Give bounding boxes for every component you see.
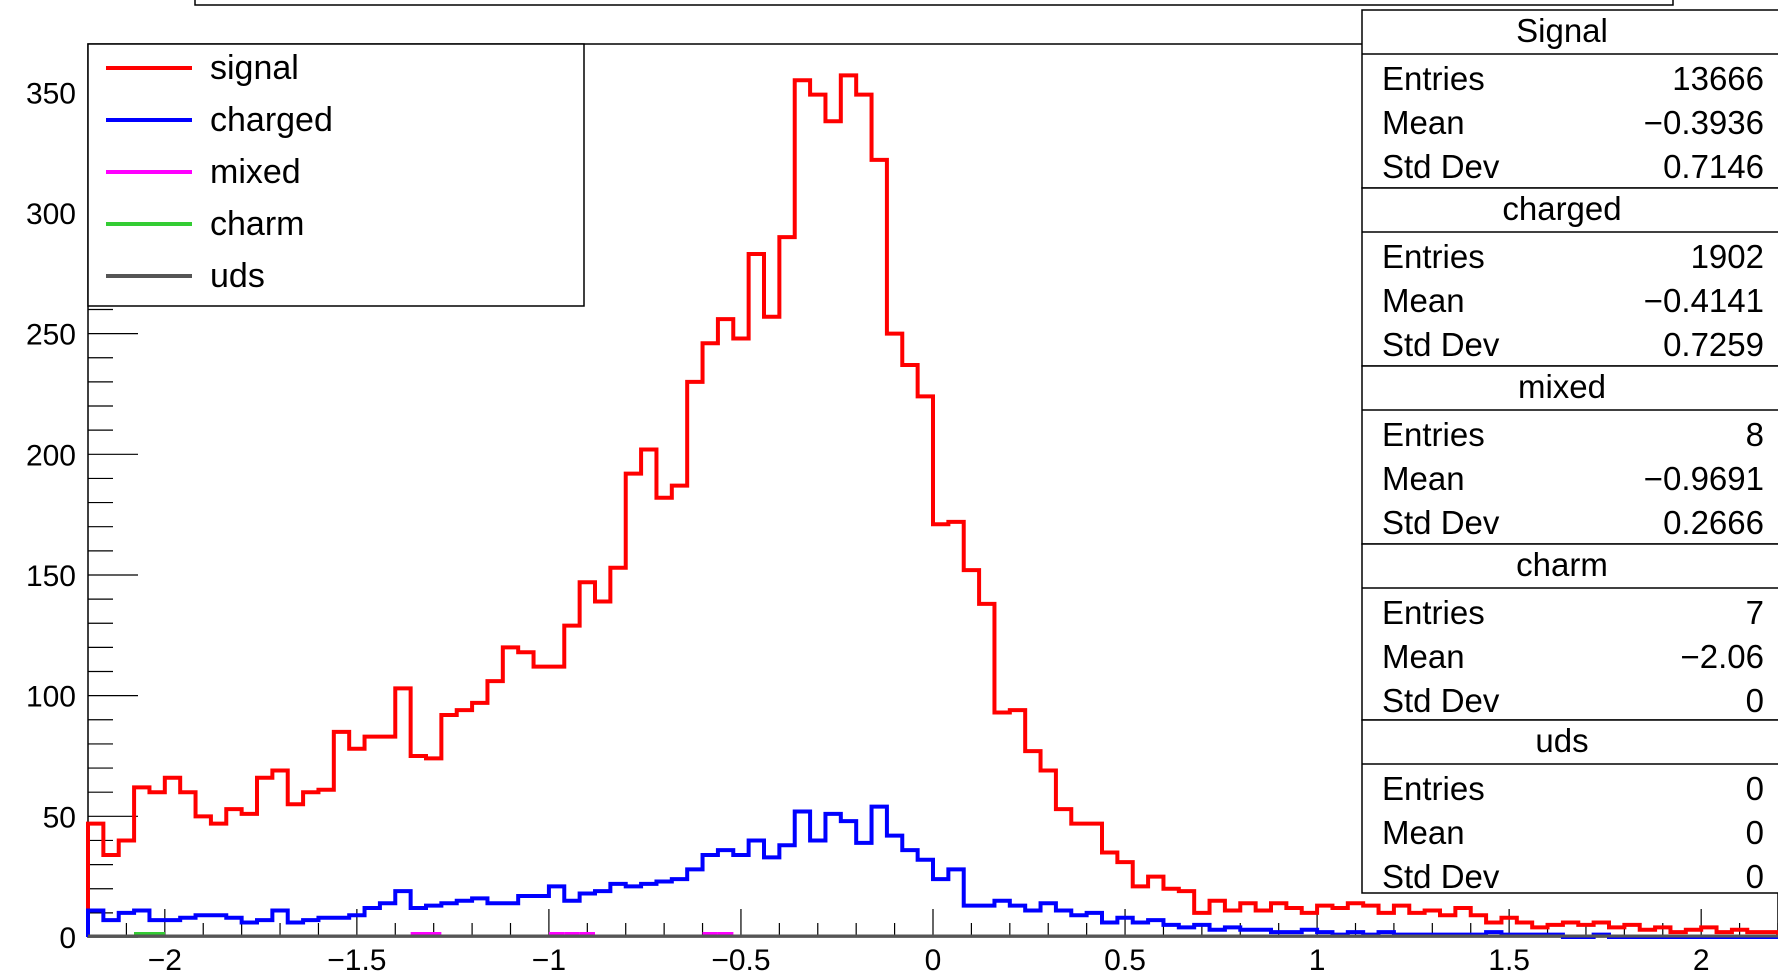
- y-tick-label: 350: [26, 77, 76, 110]
- stats-row-label: Mean: [1382, 638, 1465, 675]
- stats-box-charm: [1361, 543, 1778, 721]
- x-tick-label: 1.5: [1488, 944, 1530, 973]
- legend-label-charm: charm: [210, 205, 304, 243]
- y-tick-label: 200: [26, 439, 76, 472]
- stats-row-label: Std Dev: [1382, 148, 1500, 185]
- stats-row-label: Std Dev: [1382, 682, 1500, 719]
- title-box: [194, 0, 1674, 6]
- stats-row-value: 0.7259: [1663, 326, 1764, 363]
- stats-row-value: 0: [1746, 770, 1764, 807]
- stats-row-value: 1902: [1691, 238, 1764, 275]
- stats-row-label: Entries: [1382, 416, 1485, 453]
- stats-box: Signal Entries 13666 Mean −0.3936 Std Dev 0.71…: [1361, 9, 1778, 895]
- x-tick-label: −1.5: [327, 944, 386, 973]
- y-tick-label: 250: [26, 319, 76, 352]
- stats-title: mixed: [1518, 368, 1606, 405]
- stats-row-value: −0.4141: [1644, 282, 1764, 319]
- y-tick-label: 100: [26, 681, 76, 714]
- stats-box-mixed: [1361, 365, 1778, 545]
- stats-box-uds: [1361, 719, 1778, 894]
- stats-row-label: Mean: [1382, 814, 1465, 851]
- x-tick-label: 0.5: [1104, 944, 1146, 973]
- stats-row-value: 7: [1746, 594, 1764, 631]
- stats-row-value: 0: [1746, 682, 1764, 719]
- stats-row-value: −0.9691: [1644, 460, 1764, 497]
- legend-label-mixed: mixed: [210, 153, 301, 191]
- x-tick-label: −1: [532, 944, 566, 973]
- y-tick-label: 150: [26, 560, 76, 593]
- x-tick-label: 1: [1309, 944, 1326, 973]
- stats-row-value: 0: [1746, 858, 1764, 895]
- x-tick-label: −0.5: [711, 944, 770, 973]
- legend-label-uds: uds: [210, 257, 265, 295]
- stats-row-label: Entries: [1382, 60, 1485, 97]
- stats-box-charged: [1361, 187, 1778, 367]
- stats-box-signal: [1361, 9, 1778, 189]
- stats-row-label: Std Dev: [1382, 326, 1500, 363]
- stats-row-label: Std Dev: [1382, 504, 1500, 541]
- stats-row-label: Mean: [1382, 104, 1465, 141]
- stats-row-label: Entries: [1382, 770, 1485, 807]
- stats-row-value: −0.3936: [1644, 104, 1764, 141]
- stats-title: charged: [1502, 190, 1621, 227]
- stats-row-value: −2.06: [1681, 638, 1765, 675]
- stats-row-value: 0: [1746, 814, 1764, 851]
- legend-label-charged: charged: [210, 101, 333, 139]
- y-tick-label: 300: [26, 198, 76, 231]
- stats-title: charm: [1516, 546, 1608, 583]
- legend-label-signal: signal: [210, 49, 299, 87]
- legend-box: [87, 43, 585, 307]
- stats-row-value: 0.2666: [1663, 504, 1764, 541]
- y-axis: 0 50 100 150 200 250 300 350: [26, 67, 138, 955]
- y-tick-label: 0: [59, 922, 76, 955]
- x-axis: −2 −1.5 −1 −0.5 0 0.5 1 1.5 2: [87, 909, 1778, 973]
- x-tick-label: −2: [148, 944, 182, 973]
- stats-row-label: Std Dev: [1382, 858, 1500, 895]
- series-signal: [86, 73, 1778, 937]
- x-tick-label: 2: [1693, 944, 1710, 973]
- stats-title: Signal: [1516, 12, 1608, 49]
- y-tick-label: 50: [43, 801, 76, 834]
- stats-row-value: 0.7146: [1663, 148, 1764, 185]
- stats-row-label: Entries: [1382, 594, 1485, 631]
- series-charged: [86, 804, 1778, 939]
- x-tick-label: 0: [925, 944, 942, 973]
- stats-row-label: Entries: [1382, 238, 1485, 275]
- stats-row-value: 13666: [1672, 60, 1764, 97]
- series-layer: [86, 73, 1778, 939]
- stats-row-value: 8: [1746, 416, 1764, 453]
- legend: signal charged mixed charm uds: [87, 43, 585, 307]
- stats-row-label: Mean: [1382, 460, 1465, 497]
- stats-title: uds: [1535, 722, 1588, 759]
- stats-row-label: Mean: [1382, 282, 1465, 319]
